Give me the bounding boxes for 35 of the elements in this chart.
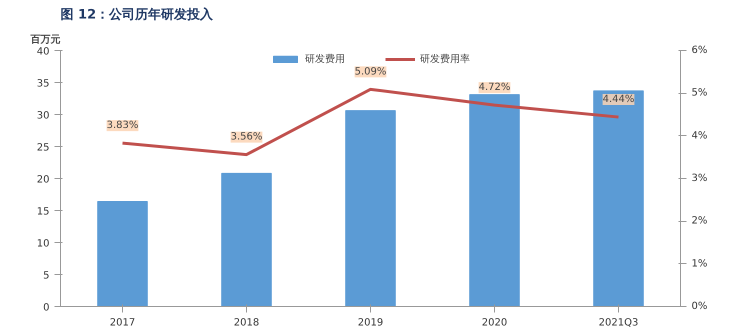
bar: [221, 172, 272, 306]
legend-label: 研发费用率: [420, 52, 470, 66]
y2-tick-label: 4%: [692, 130, 708, 142]
y-tick-label: 0: [43, 302, 50, 314]
bar: [97, 201, 148, 306]
x-tick-label: 2020: [482, 318, 508, 328]
chart-title: 图 12：公司历年研发投入: [60, 6, 214, 22]
data-label: 3.83%: [106, 120, 138, 132]
bar: [469, 94, 520, 306]
y-tick-label: 15: [36, 206, 50, 218]
bar: [345, 110, 396, 306]
y2-tick-label: 6%: [692, 45, 708, 56]
x-tick-label: 2021Q3: [598, 318, 638, 328]
y2-tick-label: 5%: [692, 88, 708, 99]
y-tick-label: 30: [36, 110, 50, 122]
y-tick-label: 35: [36, 78, 50, 90]
bar: [593, 90, 644, 306]
data-label: 4.72%: [478, 82, 510, 94]
x-tick-label: 2017: [110, 318, 136, 328]
y-tick-label: 5: [43, 270, 50, 282]
data-label: 4.44%: [602, 94, 634, 106]
y2-tick-label: 3%: [692, 173, 708, 184]
y2-tick-label: 2%: [692, 216, 708, 227]
y2-tick-label: 0%: [692, 301, 708, 312]
legend-label: 研发费用: [305, 52, 345, 66]
x-tick-label: 2018: [234, 318, 260, 328]
y-tick-label: 25: [36, 142, 50, 154]
x-tick-label: 2019: [358, 318, 384, 328]
data-label: 5.09%: [354, 66, 386, 78]
y-tick-label: 10: [36, 238, 50, 250]
y-tick-label: 20: [36, 174, 50, 186]
y2-tick-label: 1%: [692, 258, 708, 270]
y-axis-title: 百万元: [30, 34, 60, 46]
data-label: 3.56%: [230, 132, 262, 143]
y-tick-label: 40: [36, 46, 50, 58]
